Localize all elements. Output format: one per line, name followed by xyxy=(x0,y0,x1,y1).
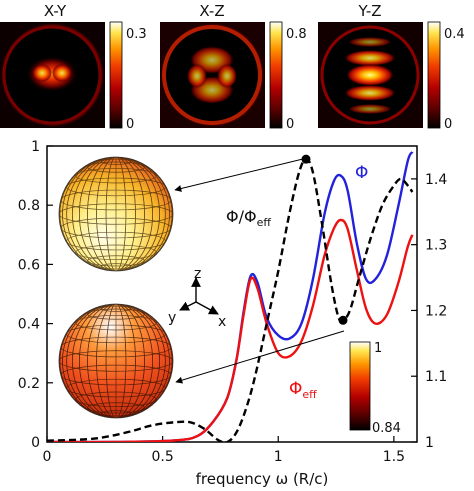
colorbar-yz-min: 0 xyxy=(444,117,452,132)
y-left-tick-label-2: 0.4 xyxy=(18,317,40,333)
series-ratio-line xyxy=(47,158,414,442)
y-right-tick-label-1: 1.1 xyxy=(425,369,447,385)
marker-point-0 xyxy=(301,154,311,164)
colorbar-xz xyxy=(269,21,283,129)
x-axis-label: frequency ω (R/c) xyxy=(196,470,329,488)
y-left-tick-label-5: 1 xyxy=(31,139,40,155)
sphere-phi-eff xyxy=(58,303,174,419)
y-right-tick-label-0: 1 xyxy=(425,435,434,451)
label-phi: Φ xyxy=(355,163,368,183)
sphere-colorbar-min: 0.84 xyxy=(372,421,401,436)
y-left-tick-label-3: 0.6 xyxy=(18,257,40,273)
colorbar-xz-min: 0 xyxy=(286,117,294,132)
triad-y-label: y xyxy=(168,310,176,326)
triad-z-label: z xyxy=(194,266,201,282)
panel-yz: Y-Z 0.4 0 xyxy=(318,2,465,132)
colorbar-xz-max: 0.8 xyxy=(286,27,307,42)
axis-ticks: 0 0.5 1 1.5 0 0.2 0.4 0.6 0.8 1 1 1.1 1.2 1.3 1.4 xyxy=(18,139,448,465)
x-tick-label-1: 0.5 xyxy=(151,449,173,465)
x-tick-label-0: 0 xyxy=(43,449,52,465)
x-tick-label-3: 1.5 xyxy=(383,449,405,465)
label-ratio: Φ/Φeff xyxy=(226,207,271,229)
plot-frame xyxy=(46,145,418,443)
series-phi-eff-line xyxy=(47,218,414,442)
colorbar-yz xyxy=(427,21,441,129)
colorbar-xy-min: 0 xyxy=(126,117,134,132)
marker-point-1 xyxy=(338,315,348,325)
colorbar-xy xyxy=(109,21,123,129)
arrow-to-sphere-phi xyxy=(174,157,308,192)
panel-xy: X-Y 0.3 0 xyxy=(0,2,147,132)
colorbar-xy-max: 0.3 xyxy=(126,27,147,42)
panel-yz-title: Y-Z xyxy=(357,2,381,20)
y-right-tick-label-2: 1.2 xyxy=(425,303,447,319)
y-left-tick-label-0: 0 xyxy=(31,435,40,451)
sphere-phi xyxy=(58,156,174,272)
panel-xz-title: X-Z xyxy=(199,2,224,20)
y-left-tick-label-4: 0.8 xyxy=(18,198,40,214)
y-right-tick-label-4: 1.4 xyxy=(425,172,447,188)
panel-xy-title: X-Y xyxy=(44,2,67,20)
sphere-colorbar xyxy=(349,341,371,431)
sphere-colorbar-max: 1 xyxy=(374,341,382,356)
colorbar-yz-max: 0.4 xyxy=(444,27,465,42)
arrow-to-sphere-phi-eff xyxy=(175,330,345,384)
y-right-tick-label-3: 1.3 xyxy=(425,238,447,254)
axes-triad xyxy=(179,277,219,315)
panel-xz: X-Z 0.8 0 xyxy=(160,2,307,132)
x-tick-label-2: 1 xyxy=(274,449,283,465)
triad-x-label: x xyxy=(218,314,226,330)
resonance-markers xyxy=(301,154,348,325)
label-phi-eff: Φeff xyxy=(289,379,317,401)
y-left-tick-label-1: 0.2 xyxy=(18,376,40,392)
